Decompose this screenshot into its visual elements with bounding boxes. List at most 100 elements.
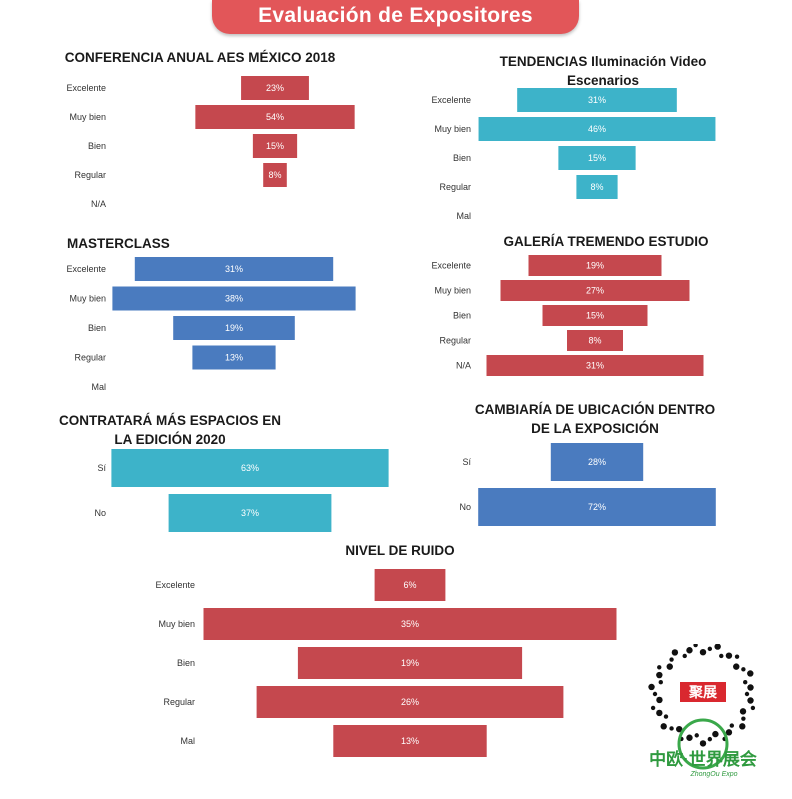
category-label: Excelente <box>66 83 106 93</box>
chart-title-masterclass: MASTERCLASS <box>67 236 170 251</box>
logo-dot <box>694 733 699 738</box>
logo-dot <box>669 726 674 731</box>
logo-badge <box>680 682 726 702</box>
logo-dot <box>747 697 754 704</box>
logo-dot <box>707 736 713 742</box>
chart-masterclass: Excelente 31% Muy bien 38% Bien 19% Regular 13%… <box>66 257 356 392</box>
logo-dot <box>725 729 733 736</box>
category-label: Excelente <box>431 261 471 271</box>
chart-title-conferencia: CONFERENCIA ANUAL AES MÉXICO 2018 <box>64 50 336 65</box>
category-label: Sí <box>97 463 106 473</box>
value-label: 72% <box>588 502 606 512</box>
category-label: Regular <box>439 182 471 192</box>
category-label: Excelente <box>155 580 195 590</box>
bar <box>192 345 276 370</box>
category-label: Bien <box>88 141 106 151</box>
category-label: Excelente <box>431 95 471 105</box>
logo-dot-ring <box>648 642 756 747</box>
value-label: 46% <box>588 124 606 134</box>
bar <box>486 355 704 376</box>
banner-title: Evaluación de Expositores <box>258 4 533 27</box>
value-label: 54% <box>266 112 284 122</box>
logo-graphic: 聚展 中欧·世界展会 ZhongOu Expo <box>648 642 757 778</box>
logo-dot <box>666 663 673 670</box>
category-label: Bien <box>453 153 471 163</box>
logo-dot <box>747 684 754 691</box>
bar <box>203 608 617 640</box>
logo-dot <box>650 705 656 711</box>
category-label: Muy bien <box>69 112 106 122</box>
bar <box>195 105 355 129</box>
logo-dot <box>660 723 667 730</box>
bar <box>478 488 716 526</box>
logo-dot <box>648 683 655 691</box>
logo-dot <box>656 696 663 704</box>
logo-dot <box>744 691 750 697</box>
category-label: Muy bien <box>434 124 471 134</box>
logo-dot <box>699 740 707 747</box>
category-label: Muy bien <box>69 294 106 304</box>
chart-title-tendencias: TENDENCIAS Iluminación Video Escenarios <box>499 54 707 88</box>
logo-dot <box>729 723 735 728</box>
value-label: 19% <box>401 658 419 668</box>
chart-tendencias: Excelente 31% Muy bien 46% Bien 15% Regular 8% M… <box>431 88 716 221</box>
zhongou-expo-logo: 聚展 中欧·世界展会 ZhongOu Expo <box>636 642 770 794</box>
bar <box>517 88 677 112</box>
logo-dot <box>743 680 748 685</box>
value-label: 31% <box>586 361 604 371</box>
chart-title-contratara: CONTRATARÁ MÁS ESPACIOS EN LA EDICIÓN 20… <box>58 413 281 447</box>
category-label: Bien <box>453 311 471 321</box>
logo-dot <box>707 646 713 652</box>
chart-title-galeria: GALERÍA TREMENDO ESTUDIO <box>503 234 709 249</box>
category-label: Muy bien <box>434 286 471 296</box>
logo-dot <box>657 665 662 670</box>
logo-subtitle: ZhongOu Expo <box>689 771 737 778</box>
bar <box>112 286 356 311</box>
logo-globe-icon <box>677 718 729 770</box>
logo-dot <box>682 653 687 659</box>
bar <box>111 449 389 487</box>
value-label: 31% <box>588 95 606 105</box>
bar <box>550 443 644 481</box>
value-label: 13% <box>225 353 243 363</box>
chart-title-cambiaria: CAMBIARÍA DE UBICACIÓN DENTRO DE LA EXPO… <box>474 402 716 436</box>
category-label: N/A <box>456 361 471 371</box>
bar <box>374 569 446 601</box>
value-label: 27% <box>586 286 604 296</box>
bar <box>478 117 716 141</box>
chart-ruido: Excelente 6% Muy bien 35% Bien 19% Regular 26% M… <box>155 569 617 757</box>
bar <box>241 76 309 100</box>
bar <box>558 146 636 170</box>
logo-name: 中欧·世界展会 <box>649 749 757 769</box>
bar <box>576 175 618 199</box>
logo-dot <box>741 667 746 672</box>
category-label: Regular <box>439 336 471 346</box>
bar <box>500 280 690 301</box>
logo-dot <box>658 680 663 685</box>
category-label: Mal <box>456 211 471 221</box>
logo-dot <box>733 663 740 670</box>
logo-dot <box>669 657 674 662</box>
logo-dot <box>686 734 693 741</box>
logo-dot <box>750 705 756 711</box>
category-label: Regular <box>74 170 106 180</box>
logo-dot <box>656 671 663 679</box>
bar <box>333 725 487 757</box>
value-label: 15% <box>586 311 604 321</box>
value-label: 63% <box>241 463 259 473</box>
bar <box>173 316 295 340</box>
logo-dot <box>747 670 754 677</box>
value-label: 8% <box>588 336 601 346</box>
value-label: 28% <box>588 457 606 467</box>
category-label: N/A <box>91 199 106 209</box>
category-label: Regular <box>163 697 195 707</box>
category-label: No <box>459 502 471 512</box>
value-label: 37% <box>241 508 259 518</box>
chart-cambiaria: Sí 28% No 72% <box>459 443 716 526</box>
value-label: 6% <box>403 580 416 590</box>
logo-dot <box>671 649 679 656</box>
logo-dot <box>712 730 719 738</box>
logo-dot <box>734 654 740 659</box>
value-label: 13% <box>401 736 419 746</box>
category-label: Bien <box>88 323 106 333</box>
